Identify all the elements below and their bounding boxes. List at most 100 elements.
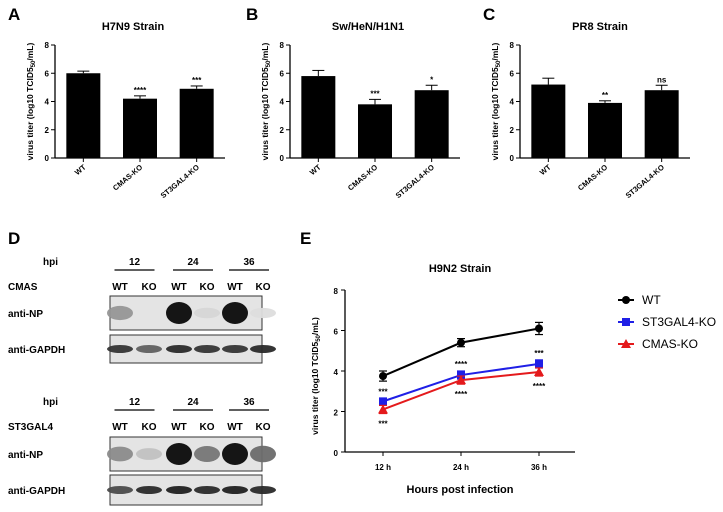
lane-label: KO	[256, 422, 271, 433]
blot-band	[194, 486, 220, 494]
bar	[414, 90, 449, 158]
bar	[644, 90, 679, 158]
x-tick-label: 12 h	[375, 463, 391, 472]
y-tick-label: 0	[45, 154, 50, 163]
category-label: WT	[308, 162, 323, 177]
lane-label: WT	[227, 282, 243, 293]
significance-label: ****	[533, 382, 546, 391]
blot-band	[250, 307, 276, 319]
significance-label: ***	[192, 76, 202, 85]
chart-title: H7N9 Strain	[102, 21, 165, 33]
y-tick-label: 4	[45, 98, 50, 107]
lane-label: WT	[112, 422, 128, 433]
blot-band	[166, 302, 192, 324]
blot-band	[107, 446, 133, 462]
blot-band	[136, 345, 162, 353]
blot-row-label: anti-NP	[8, 450, 43, 461]
bar-chart-sw-hen-h1n1: Sw/HeN/H1N1 virus titer (log10 TCID550/mL…	[260, 21, 460, 200]
significance-label: ***	[534, 349, 544, 358]
significance-label: ****	[455, 360, 468, 369]
bar	[179, 88, 214, 158]
significance-label: ****	[134, 86, 147, 95]
category-label: CMAS-KO	[111, 163, 144, 193]
y-tick-label: 8	[334, 287, 339, 296]
blot-band	[107, 305, 133, 321]
significance-label: **	[602, 91, 609, 100]
x-axis-label: Hours post infection	[407, 484, 514, 496]
data-point	[534, 367, 544, 377]
chart-title: H9N2 Strain	[429, 263, 492, 275]
bar	[123, 98, 157, 158]
significance-label: *	[430, 75, 434, 84]
legend-label: WT	[642, 293, 661, 307]
blot-band	[250, 345, 276, 353]
significance-label: ****	[455, 390, 468, 399]
y-tick-label: 2	[280, 126, 285, 135]
panel-letter-a: A	[8, 5, 20, 24]
category-label: ST3GAL4-KO	[624, 163, 666, 201]
category-label: WT	[73, 162, 88, 177]
data-point	[535, 359, 543, 368]
blot-band	[136, 486, 162, 494]
lane-label: WT	[171, 422, 187, 433]
y-tick-label: 6	[280, 69, 285, 78]
x-tick-label: 36 h	[531, 463, 547, 472]
blot-band	[194, 446, 220, 462]
y-tick-label: 0	[280, 154, 285, 163]
bar	[301, 76, 336, 158]
bar-chart-h7n9: H7N9 Strain virus titer (log10 TCID550/mL…	[25, 21, 225, 200]
legend-marker	[621, 339, 631, 348]
timepoint-label: 24	[187, 397, 199, 408]
panel-letter-b: B	[246, 5, 258, 24]
blot-band	[107, 345, 133, 353]
x-tick-label: 24 h	[453, 463, 469, 472]
data-point	[457, 371, 465, 380]
lane-label: KO	[200, 282, 215, 293]
legend-marker	[622, 296, 630, 304]
legend-marker	[622, 318, 630, 326]
data-point	[535, 324, 543, 333]
legend-label: ST3GAL4-KO	[642, 315, 716, 329]
category-label: CMAS-KO	[346, 163, 379, 193]
data-point	[456, 375, 466, 385]
bar	[531, 84, 566, 158]
significance-label: ns	[657, 75, 667, 84]
data-point	[378, 404, 388, 414]
blot-band	[107, 486, 133, 494]
y-tick-label: 8	[45, 41, 50, 50]
line-chart-h9n2: H9N2 Strain virus titer (log10 TCID550/mL…	[310, 263, 716, 496]
y-tick-label: 2	[510, 126, 515, 135]
y-axis-label: virus titer (log10 TCID550/mL)	[310, 317, 322, 435]
lane-label: KO	[142, 282, 157, 293]
y-tick-label: 6	[510, 69, 515, 78]
category-label: ST3GAL4-KO	[394, 163, 436, 201]
western-blot-cmas: hpi 12 24 36 CMAS WT KO WT KO WT KO anti-NP anti-GAP…	[8, 257, 276, 364]
y-tick-label: 4	[280, 98, 285, 107]
blot-row-label: anti-GAPDH	[8, 486, 65, 497]
timepoint-label: 12	[129, 397, 141, 408]
bar-chart-pr8: PR8 Strain virus titer (log10 TCID550/mL)…	[490, 21, 690, 200]
lane-label: KO	[142, 422, 157, 433]
lane-label: WT	[171, 282, 187, 293]
data-point	[379, 397, 387, 406]
y-tick-label: 8	[510, 41, 515, 50]
y-tick-label: 6	[45, 69, 50, 78]
y-axis-label: virus titer (log10 TCID550/mL)	[490, 42, 502, 160]
y-tick-label: 6	[334, 328, 339, 337]
blot-row-label: anti-GAPDH	[8, 345, 65, 356]
timepoint-label: 36	[243, 397, 255, 408]
y-tick-label: 0	[334, 449, 339, 458]
y-axis-label: virus titer (log10 TCID550/mL)	[260, 42, 272, 160]
panel-letter-d: D	[8, 229, 20, 248]
y-tick-label: 0	[510, 154, 515, 163]
category-label: WT	[538, 162, 553, 177]
blot-band	[166, 443, 192, 465]
legend-label: CMAS-KO	[642, 337, 698, 351]
blot-band	[166, 486, 192, 494]
significance-label: ***	[370, 89, 380, 98]
hpi-label: hpi	[43, 257, 58, 268]
y-tick-label: 2	[45, 126, 50, 135]
timepoint-label: 12	[129, 257, 141, 268]
y-axis-label: virus titer (log10 TCID550/mL)	[25, 42, 37, 160]
